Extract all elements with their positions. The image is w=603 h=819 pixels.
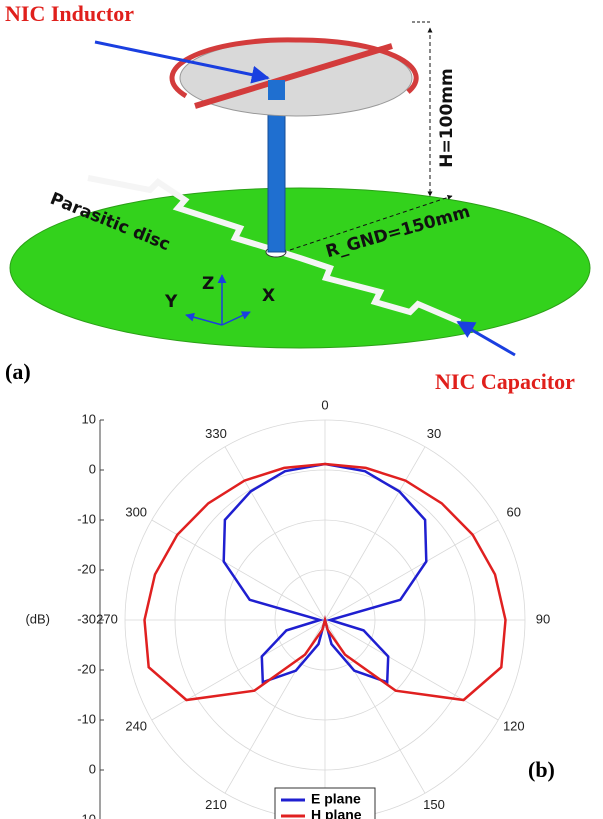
annotation: NIC Capacitor [435, 369, 575, 394]
theta-tick-label: 330 [205, 426, 227, 441]
polar-chart: -30-20-20-10-10001010(dB)030609012015018… [25, 397, 554, 819]
grid-spoke [225, 447, 325, 620]
theta-tick-label: 120 [503, 718, 525, 733]
theta-tick-label: 240 [125, 718, 147, 733]
theta-tick-label: 60 [507, 504, 521, 519]
r-tick-label: 0 [89, 761, 96, 776]
r-tick-label: -20 [77, 661, 96, 676]
figure: NIC Inductor NIC Capacitor (a) H=100mm R… [0, 0, 603, 819]
r-tick-label: 10 [82, 411, 96, 426]
r-tick-label: -10 [77, 711, 96, 726]
r-tick-label: 0 [89, 461, 96, 476]
r-axis-label: (dB) [25, 611, 50, 626]
antenna-diagram [10, 22, 590, 355]
annotation: NIC Inductor [5, 1, 134, 26]
theta-tick-label: 0 [321, 397, 328, 412]
theta-tick-label: 150 [423, 797, 445, 812]
annotation: H=100mm [437, 68, 457, 167]
theta-tick-label: 300 [125, 504, 147, 519]
theta-tick-label: 270 [96, 611, 118, 626]
grid-spoke [325, 447, 425, 620]
theta-tick-label: 90 [536, 611, 550, 626]
theta-tick-label: 210 [205, 797, 227, 812]
grid-spoke [325, 620, 498, 720]
grid-spoke [152, 620, 325, 720]
theta-tick-label: 30 [427, 426, 441, 441]
axis-label: Y [164, 292, 178, 312]
r-tick-label: 10 [82, 811, 96, 819]
r-tick-label: -30 [77, 611, 96, 626]
legend-label: E plane [311, 791, 361, 807]
legend-label: H plane [311, 807, 362, 819]
pole-top [268, 80, 285, 100]
panel-label: (a) [5, 359, 31, 384]
r-tick-label: -10 [77, 511, 96, 526]
r-tick-label: -20 [77, 561, 96, 576]
panel-label: (b) [528, 757, 555, 782]
axis-label: Z [202, 274, 214, 294]
axis-label: X [262, 286, 275, 306]
